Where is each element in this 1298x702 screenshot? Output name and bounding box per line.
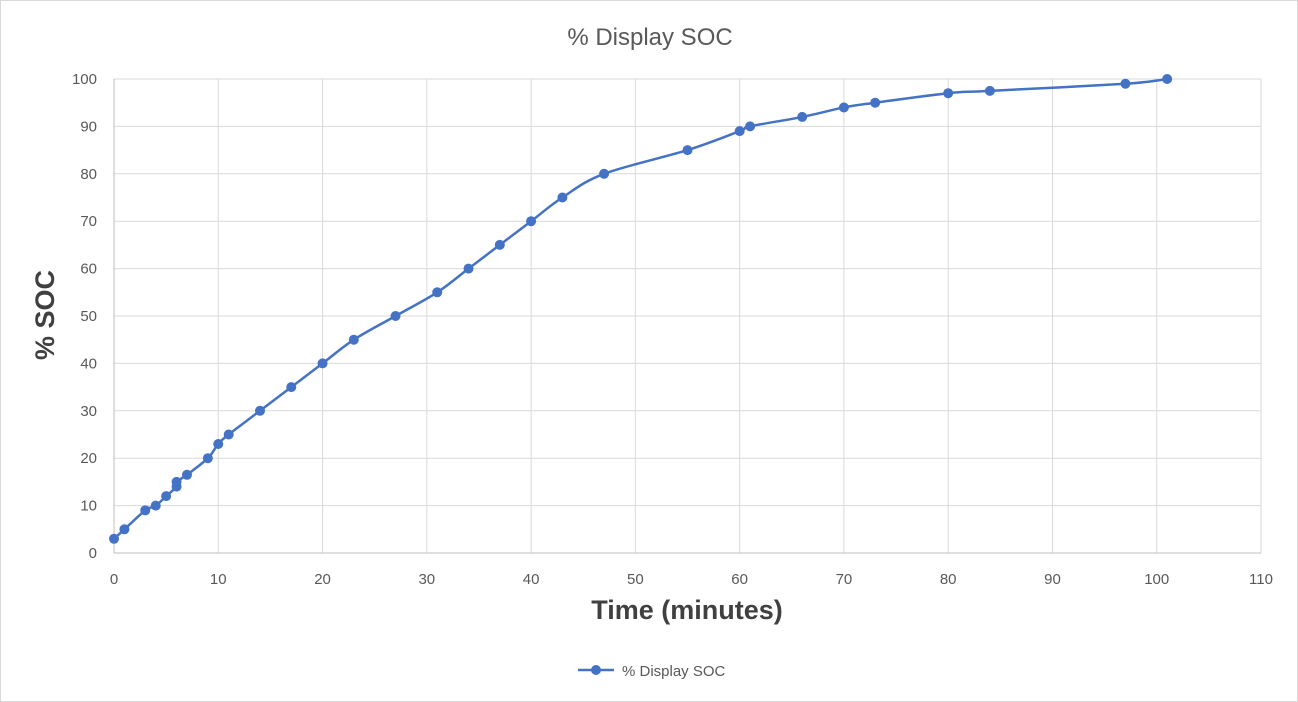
series-layer: [109, 74, 1173, 544]
data-point: [140, 505, 151, 516]
x-tick-label: 30: [418, 571, 435, 588]
data-point: [734, 126, 745, 137]
data-point: [463, 263, 474, 274]
data-point: [599, 168, 610, 179]
data-point: [838, 102, 849, 113]
data-point: [213, 438, 224, 449]
data-point: [109, 533, 119, 544]
data-point: [390, 311, 401, 321]
data-point: [348, 334, 359, 345]
x-tick-label: 10: [210, 571, 227, 588]
series-line: [113, 77, 1168, 540]
x-axis-title: Time (minutes): [591, 595, 783, 625]
x-tick-label: 90: [1044, 571, 1061, 588]
data-point: [254, 405, 265, 416]
x-tick-label: 0: [110, 571, 118, 588]
x-tick-label: 60: [731, 571, 748, 588]
data-point: [171, 476, 182, 487]
y-tick-label: 50: [80, 308, 97, 325]
data-point: [984, 85, 995, 96]
data-point: [119, 524, 130, 535]
data-point: [682, 145, 693, 156]
data-point: [1120, 78, 1131, 89]
x-tick-label: 40: [523, 571, 540, 588]
data-point: [1162, 74, 1173, 84]
data-point: [181, 469, 192, 480]
data-point: [223, 429, 234, 440]
y-tick-label: 40: [80, 355, 97, 372]
axes: 0 10 20 30 40 50 60 70 80 90 100 110 0 10 20 30 40 50 60 70…: [72, 71, 1273, 588]
data-point: [161, 491, 172, 502]
x-tick-label: 110: [1249, 571, 1273, 588]
x-tick-label: 50: [627, 571, 644, 588]
y-axis-title: % SOC: [30, 270, 60, 360]
legend-label: % Display SOC: [622, 663, 726, 680]
data-point: [317, 358, 328, 369]
grid-lines: [114, 78, 1262, 553]
y-tick-label: 70: [80, 213, 97, 230]
data-point: [870, 97, 881, 108]
data-point: [286, 382, 297, 393]
y-tick-label: 90: [80, 118, 97, 135]
data-point: [432, 287, 443, 298]
legend-marker: [591, 665, 601, 675]
y-tick-label: 30: [80, 403, 97, 420]
y-tick-label: 20: [80, 450, 97, 467]
data-point: [202, 453, 213, 464]
chart-title: % Display SOC: [567, 24, 732, 51]
data-point: [150, 500, 161, 511]
data-point: [526, 216, 537, 227]
y-tick-label: 10: [80, 498, 97, 515]
y-tick-label: 60: [80, 261, 97, 278]
y-tick-label: 100: [72, 71, 97, 88]
data-point: [494, 239, 505, 250]
x-tick-label: 70: [836, 571, 853, 588]
data-point: [943, 88, 954, 99]
data-point: [745, 121, 756, 132]
data-point: [797, 111, 808, 122]
x-tick-label: 80: [940, 571, 957, 588]
legend: % Display SOC: [578, 663, 726, 680]
x-tick-label: 20: [314, 571, 331, 588]
data-point: [557, 192, 568, 203]
y-tick-label: 80: [80, 166, 97, 183]
y-tick-label: 0: [89, 545, 97, 562]
x-tick-label: 100: [1144, 571, 1169, 588]
